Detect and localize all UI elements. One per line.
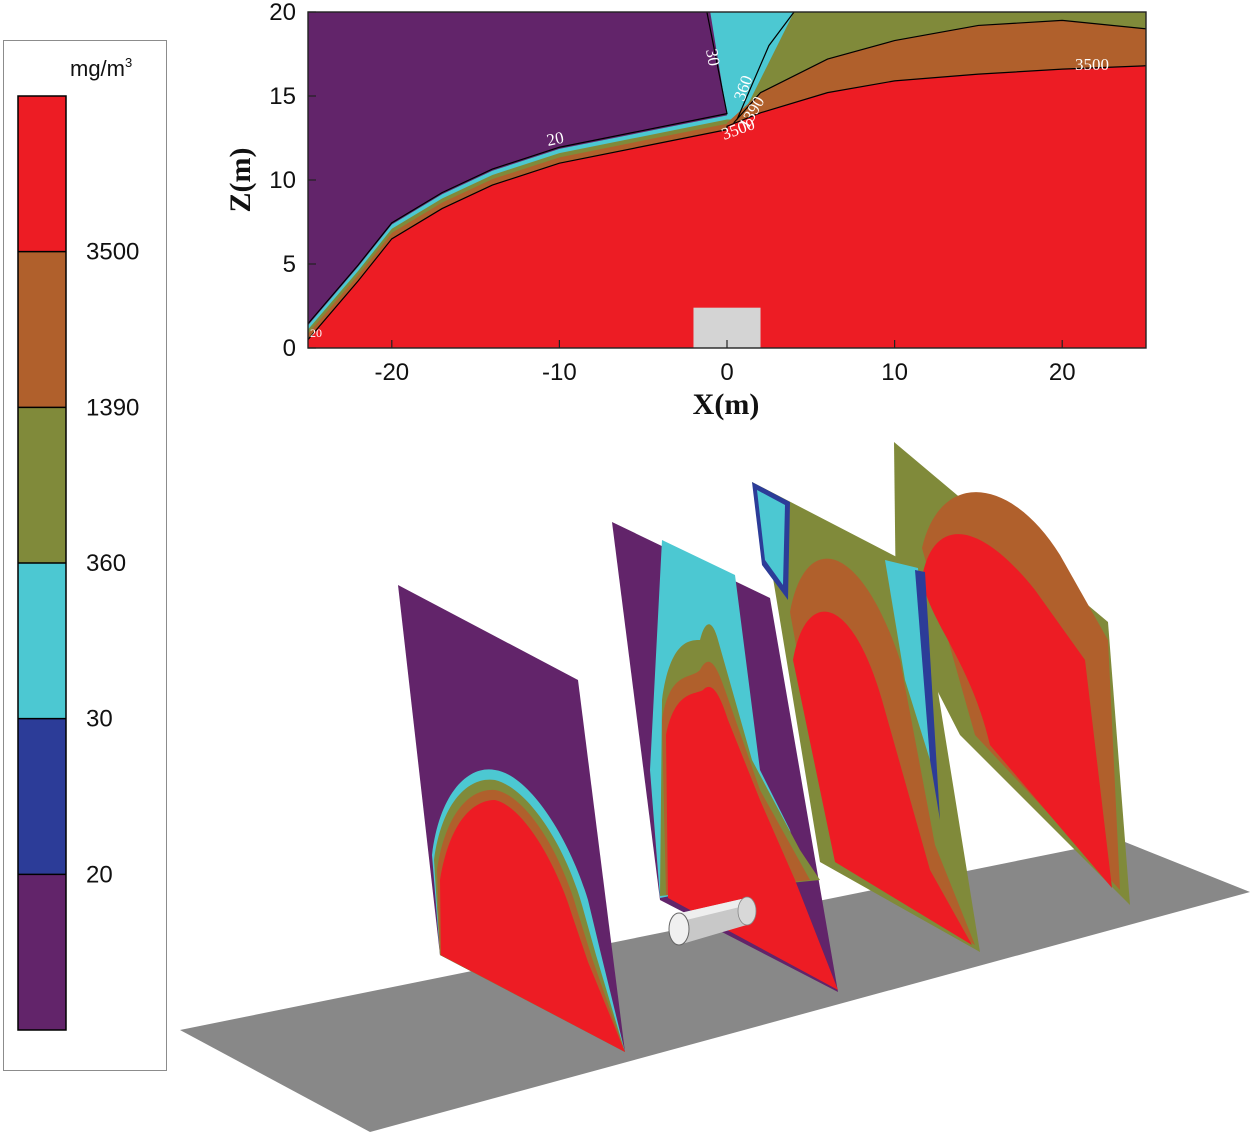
x-tick-label: 20 — [1049, 359, 1076, 386]
x-tick-label: -10 — [542, 359, 577, 386]
colorbar-segment — [18, 96, 66, 252]
colorbar-label: 1390 — [86, 394, 139, 421]
colorbar-label: 20 — [86, 861, 113, 888]
x-axis: -20 -10 0 10 20 — [374, 340, 1076, 386]
colorbar-label: 360 — [86, 550, 126, 577]
colorbar-segment — [18, 718, 66, 875]
contour-label-30: 30 — [702, 47, 724, 67]
colorbar-segment — [18, 563, 66, 719]
slice-3 — [752, 482, 980, 952]
contour-line-3500 — [308, 65, 1146, 340]
colorbar-segment — [18, 874, 66, 1030]
cylinder-obstacle — [668, 896, 757, 946]
y-tick-label: 15 — [269, 83, 296, 110]
legend-unit: mg/m3 — [70, 55, 132, 81]
y-axis: 0 5 10 15 20 — [269, 0, 316, 362]
contour-line-1390 — [733, 19, 1146, 124]
y-tick-label: 5 — [283, 251, 296, 278]
contour-label-20-corner: 20 — [310, 326, 322, 340]
y-tick-label: 0 — [283, 335, 296, 362]
x-tick-label: 0 — [720, 359, 733, 386]
colorbar-label: 30 — [86, 706, 113, 733]
colorbar-label: 3500 — [86, 239, 139, 266]
contour-label-3500-right: 3500 — [1075, 55, 1109, 74]
y-axis-label: Z(m) — [224, 148, 257, 213]
contour-line-360 — [736, 12, 795, 120]
region-3500 — [308, 65, 1146, 348]
x-axis-label: X(m) — [693, 388, 760, 421]
contour-plot-area — [308, 12, 1146, 348]
contour-line-20 — [308, 12, 728, 325]
y-tick-label: 20 — [269, 0, 296, 26]
colorbar-frame — [17, 95, 67, 1031]
colorbar-segment — [18, 251, 66, 408]
slice-1 — [398, 585, 625, 1052]
colorbar-segment — [18, 407, 66, 563]
ground-plane — [180, 840, 1250, 1132]
slice-4 — [894, 442, 1130, 905]
x-tick-label: -20 — [374, 359, 409, 386]
y-tick-label: 10 — [269, 167, 296, 194]
x-tick-label: 10 — [881, 359, 908, 386]
contour-label-20: 20 — [545, 128, 566, 150]
colorbar: 3500 1390 360 30 20 — [17, 95, 139, 1031]
